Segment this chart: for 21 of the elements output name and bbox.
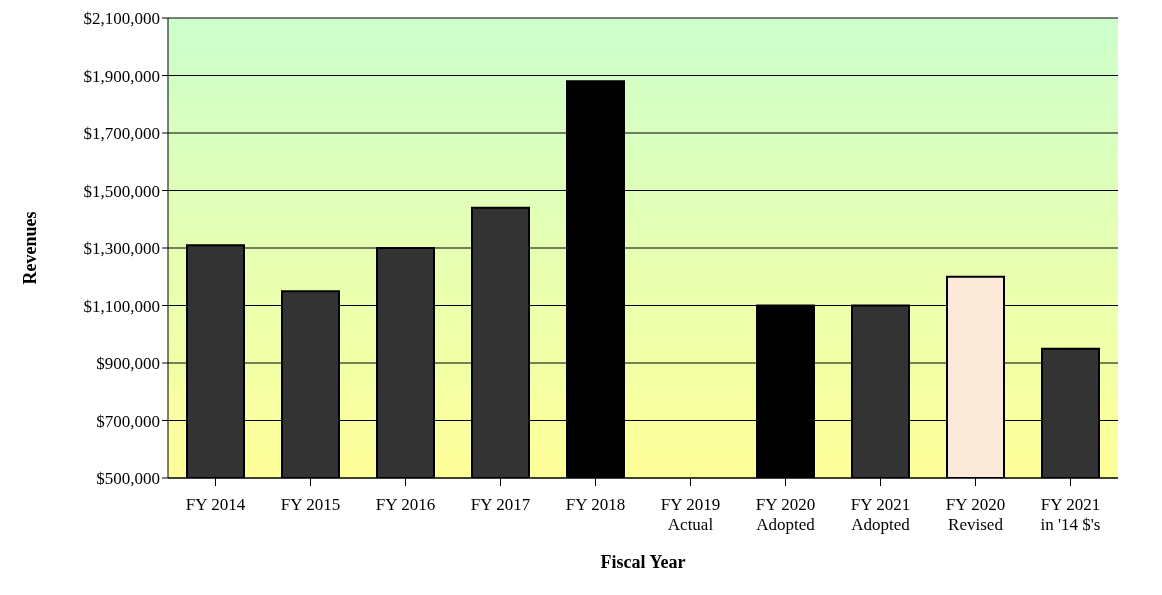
x-tick-label: FY 2017 — [470, 495, 531, 514]
x-tick-label: FY 2014 — [185, 495, 246, 514]
y-tick-label: $2,100,000 — [83, 9, 160, 29]
y-tick-label: $900,000 — [96, 354, 160, 374]
y-tick-label: $700,000 — [96, 411, 160, 431]
x-tick-label: FY 2021 in '14 $'s — [1040, 495, 1101, 534]
x-axis-title: Fiscal Year — [600, 552, 686, 572]
y-tick-label: $1,700,000 — [83, 124, 160, 144]
x-tick-label: FY 2016 — [375, 495, 436, 514]
y-tick-label: $1,300,000 — [83, 239, 160, 259]
y-tick-label: $1,900,000 — [83, 66, 160, 86]
y-axis-title: Revenues — [20, 211, 41, 285]
x-tick-label: FY 2021 Adopted — [850, 495, 911, 534]
x-tick-label: FY 2020 Adopted — [755, 495, 816, 534]
x-tick-label: FY 2018 — [565, 495, 626, 514]
y-tick-label: $1,100,000 — [83, 296, 160, 316]
x-tick-label: FY 2020 Revised — [945, 495, 1006, 534]
x-tick-label: FY 2019 Actual — [660, 495, 721, 534]
y-tick-label: $1,500,000 — [83, 181, 160, 201]
y-tick-label: $500,000 — [96, 469, 160, 489]
x-tick-label: FY 2015 — [280, 495, 341, 514]
